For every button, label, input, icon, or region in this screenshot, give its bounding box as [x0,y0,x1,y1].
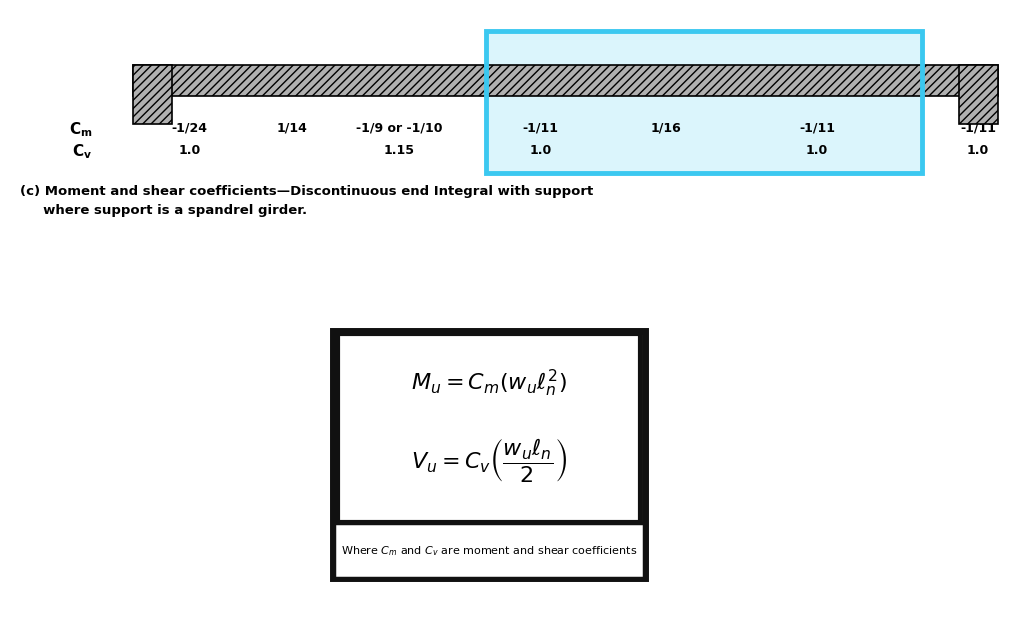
Text: 1/16: 1/16 [650,121,681,135]
Text: -1/11: -1/11 [799,121,836,135]
Bar [334,523,644,578]
Bar [133,65,172,124]
Text: 1.0: 1.0 [967,143,989,157]
Bar [959,65,998,124]
Text: (c) Moment and shear coefficients—Discontinuous end Integral with support: (c) Moment and shear coefficients—Discon… [20,185,594,198]
Text: -1/24: -1/24 [171,121,208,135]
Bar [333,331,645,578]
Text: $V_u = C_v\left(\dfrac{w_u\ell_n}{2}\right)$: $V_u = C_v\left(\dfrac{w_u\ell_n}{2}\rig… [411,436,567,485]
Text: -1/11: -1/11 [959,121,996,135]
Text: -1/9 or -1/10: -1/9 or -1/10 [356,121,442,135]
Bar [486,31,922,173]
Text: 1.0: 1.0 [178,143,201,157]
Text: $\mathbf{C_v}$: $\mathbf{C_v}$ [72,142,92,161]
Bar [338,334,640,522]
Text: -1/11: -1/11 [522,121,559,135]
Text: Where $C_m$ and $C_v$ are moment and shear coefficients: Where $C_m$ and $C_v$ are moment and she… [341,544,637,557]
Bar [133,65,998,96]
Text: 1.15: 1.15 [384,143,415,157]
Bar [486,31,922,173]
Text: 1/14: 1/14 [276,121,307,135]
Text: 1.0: 1.0 [806,143,828,157]
Text: where support is a spandrel girder.: where support is a spandrel girder. [20,204,307,217]
Text: 1.0: 1.0 [529,143,552,157]
Text: $\mathbf{C_m}$: $\mathbf{C_m}$ [69,121,92,139]
Text: $M_u = C_m(w_u\ell_n^2)$: $M_u = C_m(w_u\ell_n^2)$ [411,368,567,399]
